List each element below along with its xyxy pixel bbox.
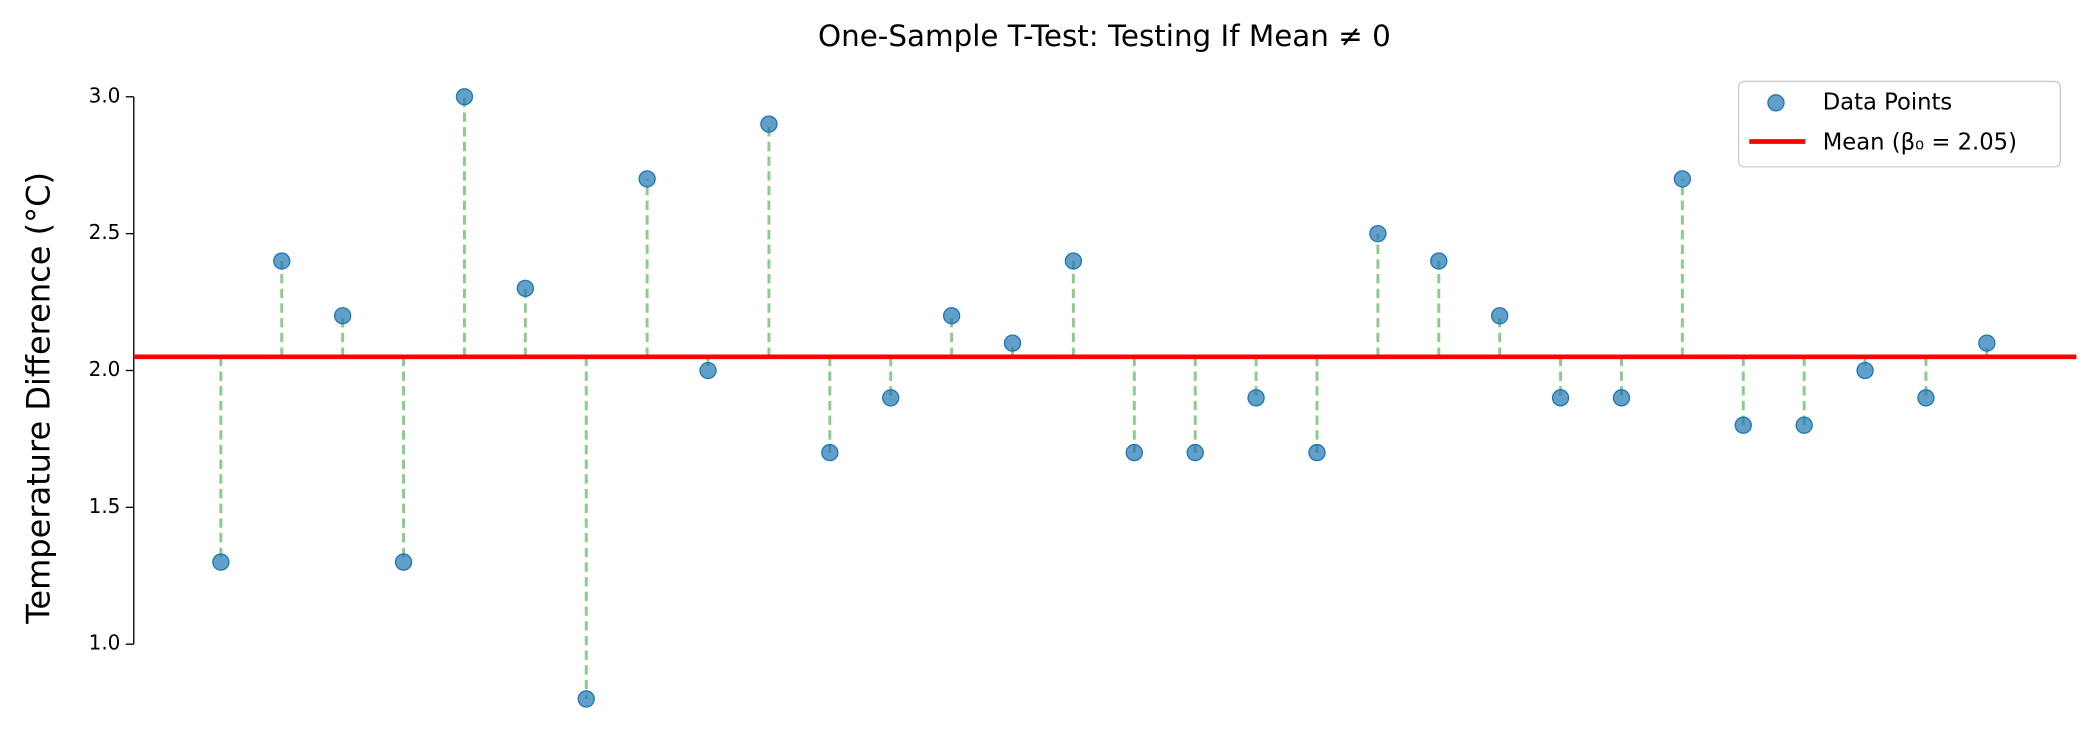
- y-tick-label: 2.5: [89, 220, 121, 244]
- chart-title: One-Sample T-Test: Testing If Mean ≠ 0: [818, 19, 1391, 53]
- legend-label: Mean (β₀ = 2.05): [1823, 129, 2017, 155]
- data-point: [1186, 443, 1204, 462]
- y-tick-label: 2.0: [89, 357, 121, 381]
- data-point: [1125, 443, 1143, 462]
- y-tick-label: 3.0: [89, 83, 121, 107]
- data-point: [1491, 307, 1509, 325]
- data-point: [577, 690, 595, 708]
- data-point: [333, 307, 352, 325]
- data-point: [821, 443, 839, 462]
- data-point: [1308, 443, 1326, 462]
- data-point: [1247, 389, 1265, 407]
- y-axis-label: Temperature Difference (°C): [19, 172, 57, 625]
- y-tick-label: 1.0: [89, 631, 121, 655]
- data-point: [1917, 389, 1935, 407]
- data-point: [1856, 361, 1874, 380]
- data-point: [1003, 334, 1022, 352]
- data-point: [1369, 224, 1387, 243]
- data-point: [1673, 170, 1692, 188]
- data-point: [1551, 389, 1570, 407]
- legend-marker: [1767, 94, 1785, 112]
- data-point: [882, 389, 900, 407]
- data-point: [455, 88, 474, 106]
- data-point: [1430, 252, 1448, 270]
- legend-label: Data Points: [1823, 89, 1953, 115]
- data-point: [1795, 416, 1813, 434]
- legend-box: [1737, 80, 2062, 168]
- data-point: [942, 307, 961, 325]
- data-point: [760, 115, 778, 133]
- data-point: [638, 170, 656, 188]
- data-point: [273, 252, 291, 270]
- data-point: [212, 553, 230, 571]
- data-point: [699, 361, 717, 380]
- data-point: [1064, 252, 1083, 270]
- data-point: [1734, 416, 1752, 434]
- data-point: [1612, 389, 1631, 407]
- data-point: [1978, 334, 1996, 352]
- data-point: [516, 279, 535, 298]
- y-tick-label: 1.5: [89, 494, 121, 518]
- data-point: [394, 553, 413, 571]
